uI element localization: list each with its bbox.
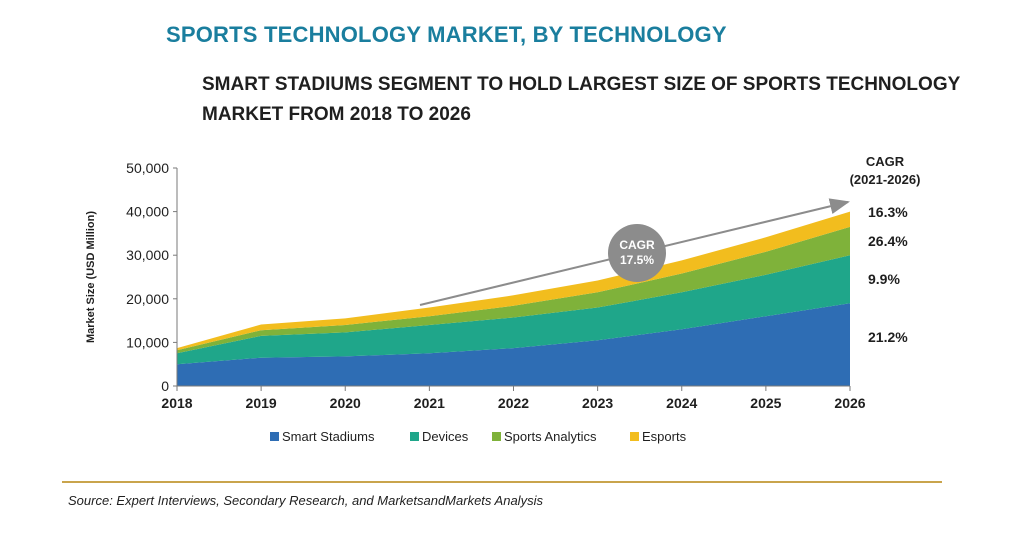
source-note: Source: Expert Interviews, Secondary Res…: [68, 493, 543, 508]
x-tick-label: 2022: [498, 395, 529, 411]
y-tick-label: 10,000: [126, 334, 169, 350]
x-tick-label: 2019: [246, 395, 277, 411]
cagr-label: 21.2%: [868, 329, 908, 345]
cagr-header-line: CAGR: [866, 154, 905, 169]
area-chart: 0 10,000 20,000 30,000 40,000 50,000 2018 2019 2…: [85, 154, 921, 444]
y-tick-label: 0: [161, 378, 169, 394]
x-tick-label: 2018: [161, 395, 192, 411]
area-smart-stadiums: [177, 303, 850, 386]
cagr-bubble: [608, 224, 666, 282]
x-tick-label: 2025: [750, 395, 781, 411]
legend-label-devices: Devices: [422, 429, 469, 444]
annotations: CAGR(2021-2026)16.3%26.4%9.9%21.2%CAGR17…: [419, 154, 921, 345]
legend-swatch-smart-stadiums: [270, 432, 279, 441]
y-tick-label: 50,000: [126, 160, 169, 176]
legend-swatch-sports-analytics: [492, 432, 501, 441]
legend-swatch-esports: [630, 432, 639, 441]
x-tick-label: 2026: [834, 395, 865, 411]
cagr-bubble-text: CAGR: [619, 238, 655, 252]
chart-title: SPORTS TECHNOLOGY MARKET, BY TECHNOLOGY: [166, 22, 727, 47]
legend-swatch-devices: [410, 432, 419, 441]
x-tick-label: 2020: [330, 395, 361, 411]
y-tick-label: 30,000: [126, 247, 169, 263]
legend-label-esports: Esports: [642, 429, 687, 444]
series-areas: [177, 211, 850, 386]
axes: 0 10,000 20,000 30,000 40,000 50,000 2018 2019 2…: [85, 160, 866, 411]
cagr-bubble-text: 17.5%: [620, 253, 654, 267]
cagr-label: 26.4%: [868, 233, 908, 249]
cagr-header-line: (2021-2026): [850, 172, 921, 187]
x-tick-label: 2024: [666, 395, 697, 411]
y-tick-label: 40,000: [126, 204, 169, 220]
legend-label-smart-stadiums: Smart Stadiums: [282, 429, 375, 444]
area-devices: [177, 255, 850, 365]
y-tick-label: 20,000: [126, 291, 169, 307]
legend: Smart Stadiums Devices Sports Analytics Esp…: [270, 429, 687, 444]
x-tick-label: 2023: [582, 395, 613, 411]
x-tick-label: 2021: [414, 395, 445, 411]
footer-divider: [62, 481, 942, 483]
legend-label-sports-analytics: Sports Analytics: [504, 429, 597, 444]
y-axis-title: Market Size (USD Million): [85, 211, 97, 343]
cagr-label: 16.3%: [868, 204, 908, 220]
cagr-label: 9.9%: [868, 271, 900, 287]
chart-subtitle: SMART STADIUMS SEGMENT TO HOLD LARGEST S…: [202, 74, 960, 125]
